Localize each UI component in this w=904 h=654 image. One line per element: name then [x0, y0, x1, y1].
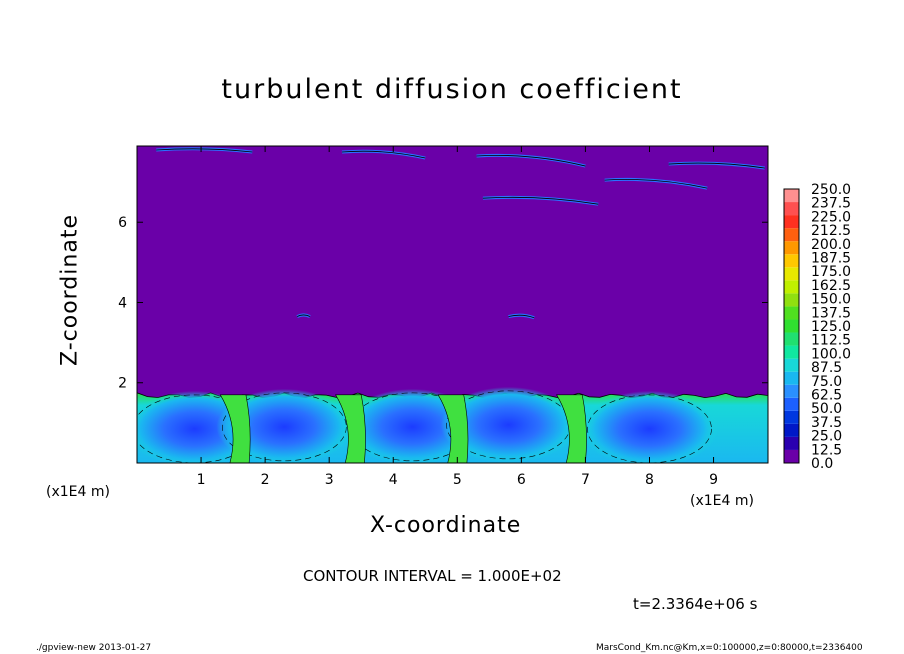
x-unit-right: (x1E4 m)	[690, 493, 754, 509]
chart-title: turbulent diffusion coefficient	[221, 74, 683, 105]
x-tick-label-9: 9	[709, 472, 718, 488]
colorbar-label-237.5: 237.5	[811, 196, 851, 212]
colorbar-label-250.0: 250.0	[811, 182, 851, 198]
colorbar-label-200.0: 200.0	[811, 237, 851, 253]
colorbar-swatch-18	[784, 215, 799, 229]
y-tick-label-2: 2	[118, 376, 127, 392]
colorbar-swatch-15	[784, 254, 799, 268]
colorbar-swatch-7	[784, 358, 799, 372]
eddy-4	[440, 386, 577, 463]
colorbar-label-12.5: 12.5	[811, 442, 842, 458]
y-tick-label-4: 4	[118, 295, 127, 311]
x-tick-label-3: 3	[325, 472, 334, 488]
colorbar-frame	[783, 188, 800, 464]
colorbar-label-212.5: 212.5	[811, 223, 851, 239]
streak-contour-4	[668, 162, 765, 169]
updraft-1	[219, 394, 251, 463]
colorbar-swatch-14	[784, 267, 799, 281]
colorbar-label-62.5: 62.5	[811, 388, 842, 404]
colorbar-swatch-0	[784, 449, 799, 463]
colorbar-swatch-13	[784, 280, 799, 294]
streak-contour-2	[604, 179, 708, 189]
colorbar-swatch-16	[784, 241, 799, 255]
colorbar-swatch-1	[784, 436, 799, 450]
colorbar-label-125.0: 125.0	[811, 319, 851, 335]
x-tick-label-7: 7	[581, 472, 590, 488]
x-tick-label-1: 1	[197, 472, 206, 488]
x-tick-label-5: 5	[453, 472, 462, 488]
x-tick-label-8: 8	[645, 472, 654, 488]
colorbar-swatch-12	[784, 293, 799, 307]
streak-contour-8	[508, 314, 535, 319]
streak-contour-7	[296, 314, 311, 317]
plot-frame	[136, 145, 769, 464]
streak-contour-1	[482, 196, 599, 205]
colorbar-swatch-9	[784, 332, 799, 346]
x-tick-label-2: 2	[261, 472, 270, 488]
x-axis-label: X-coordinate	[370, 513, 522, 538]
colorbar-label-0.0: 0.0	[811, 456, 833, 472]
y-axis-label: Z-coordinate	[57, 214, 83, 366]
contour-interval: CONTOUR INTERVAL = 1.000E+02	[303, 567, 562, 585]
colorbar-swatch-10	[784, 319, 799, 333]
colorbar-swatch-8	[784, 345, 799, 359]
colorbar-label-100.0: 100.0	[811, 346, 851, 362]
colorbar-swatch-17	[784, 228, 799, 242]
footer-right: MarsCond_Km.nc@Km,x=0:100000,z=0:80000,t…	[596, 643, 863, 653]
updraft-2	[335, 394, 366, 463]
colorbar-swatch-4	[784, 397, 799, 411]
colorbar-label-150.0: 150.0	[811, 292, 851, 308]
x-tick-label-6: 6	[517, 472, 526, 488]
colorbar-label-187.5: 187.5	[811, 251, 851, 267]
colorbar-label-87.5: 87.5	[811, 360, 842, 376]
colorbar-label-225.0: 225.0	[811, 209, 851, 225]
colorbar-label-75.0: 75.0	[811, 374, 842, 390]
colorbar-label-112.5: 112.5	[811, 333, 851, 349]
x-unit-left: (x1E4 m)	[46, 484, 110, 500]
time-label: t=2.3364e+06 s	[633, 595, 758, 613]
colorbar-label-175.0: 175.0	[811, 264, 851, 280]
colorbar-label-37.5: 37.5	[811, 415, 842, 431]
updraft-3	[437, 394, 469, 463]
eddy-5	[581, 390, 718, 463]
colorbar-label-137.5: 137.5	[811, 305, 851, 321]
colorbar-label-50.0: 50.0	[811, 401, 842, 417]
colorbar-swatch-3	[784, 410, 799, 424]
y-tick-label-6: 6	[118, 215, 127, 231]
colorbar-label-162.5: 162.5	[811, 278, 851, 294]
streak-contour-3	[476, 155, 586, 167]
colorbar-swatch-11	[784, 306, 799, 320]
colorbar-swatch-20	[784, 189, 799, 203]
footer-left: ./gpview-new 2013-01-27	[36, 643, 152, 653]
streak-contour-6	[341, 150, 426, 159]
colorbar-label-25.0: 25.0	[811, 429, 842, 445]
eddy-contour-5	[587, 394, 712, 463]
colorbar-swatch-5	[784, 384, 799, 398]
x-tick-label-4: 4	[389, 472, 398, 488]
colorbar-swatch-19	[784, 202, 799, 216]
colorbar-swatch-6	[784, 371, 799, 385]
colorbar-swatch-2	[784, 423, 799, 437]
updraft-4	[556, 394, 587, 463]
streak-contour-5	[156, 148, 253, 153]
